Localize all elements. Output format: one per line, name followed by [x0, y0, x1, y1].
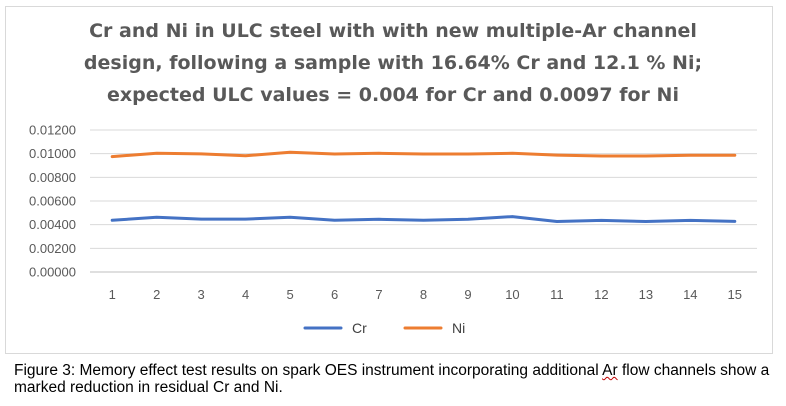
data-point-ni: [511, 152, 514, 155]
data-point-ni: [644, 154, 648, 158]
y-tick-label: 0.01200: [29, 123, 76, 138]
y-tick-label: 0.00400: [29, 217, 76, 232]
data-point-cr: [466, 218, 470, 221]
data-point-cr: [511, 215, 514, 218]
data-point-cr: [600, 219, 603, 222]
caption-text-end: flow channels show a marked reduction in…: [14, 362, 770, 396]
x-tick-label: 3: [198, 287, 205, 302]
x-tick-label: 9: [464, 287, 471, 302]
line-chart: 0.00000 0.00200 0.00400 0.00600 0.00800 0.010…: [29, 123, 757, 336]
x-tick-label: 1: [109, 287, 116, 302]
data-point-ni: [733, 154, 736, 157]
data-point-cr: [244, 217, 247, 221]
data-point-cr: [111, 219, 114, 222]
legend: Cr Ni: [303, 320, 465, 336]
data-point-cr: [733, 220, 736, 223]
chart-frame: [5, 6, 773, 354]
data-point-cr: [644, 220, 648, 223]
y-axis-ticks: 0.00000 0.00200 0.00400 0.00600 0.00800 0.010…: [29, 123, 76, 280]
y-tick-label: 0.00200: [29, 241, 76, 256]
data-point-ni: [333, 152, 336, 156]
x-tick-label: 10: [505, 287, 519, 302]
y-tick-label: 0.00600: [29, 194, 76, 209]
x-tick-label: 8: [420, 287, 427, 302]
data-point-ni: [199, 152, 203, 156]
data-point-ni: [111, 155, 114, 158]
data-point-cr: [155, 216, 158, 219]
x-tick-label: 12: [594, 287, 608, 302]
data-point-cr: [288, 216, 292, 219]
data-point-ni: [466, 152, 470, 156]
gridlines: [90, 129, 757, 273]
data-point-ni: [689, 154, 692, 157]
data-point-cr: [333, 219, 336, 222]
x-tick-label: 11: [550, 287, 564, 302]
chart-title-line-3: expected ULC values = 0.004 for Cr and 0…: [107, 84, 679, 106]
data-point-cr: [377, 218, 381, 221]
x-tick-label: 15: [728, 287, 742, 302]
x-tick-label: 7: [375, 287, 382, 302]
caption-spellcheck-word: Ar: [602, 362, 618, 379]
y-tick-label: 0.00800: [29, 170, 76, 185]
data-point-ni: [155, 151, 158, 155]
x-axis-ticks: 1 2 3 4 5 6 7 8 9 10 11 12 13 14 15: [109, 287, 742, 302]
x-tick-label: 13: [639, 287, 653, 302]
chart-title-line-1: Cr and Ni in ULC steel with with new mul…: [89, 20, 697, 42]
data-point-cr: [689, 219, 692, 222]
y-tick-label: 0.01000: [29, 146, 76, 161]
data-point-cr: [199, 217, 203, 221]
data-point-ni: [600, 154, 603, 158]
x-tick-label: 6: [331, 287, 338, 302]
data-point-ni: [555, 153, 559, 157]
x-tick-label: 5: [286, 287, 293, 302]
data-point-ni: [377, 152, 381, 155]
chart-title-line-2: design, following a sample with 16.64% C…: [83, 52, 703, 74]
data-point-ni: [288, 151, 292, 154]
data-point-ni: [244, 154, 247, 157]
data-point-cr: [422, 219, 425, 222]
y-tick-label: 0.00000: [29, 265, 76, 280]
legend-label-cr: Cr: [352, 320, 367, 336]
x-tick-label: 14: [683, 287, 697, 302]
data-point-cr: [555, 220, 559, 223]
x-tick-label: 4: [242, 287, 249, 302]
figure-caption: Figure 3: Memory effect test results on …: [14, 362, 779, 396]
data-point-ni: [422, 152, 425, 156]
legend-label-ni: Ni: [452, 320, 465, 336]
x-tick-label: 2: [153, 287, 160, 302]
series-lines: [110, 150, 737, 223]
caption-text-start: Figure 3: Memory effect test results on …: [14, 362, 603, 379]
